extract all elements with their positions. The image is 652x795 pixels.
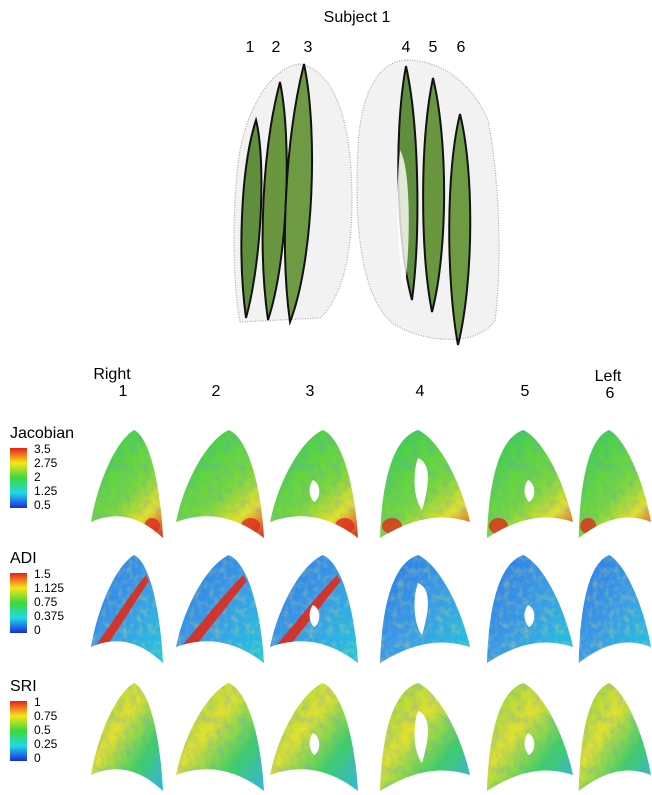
colorbar-tick-label: 0.75	[34, 595, 58, 609]
lung-map	[380, 555, 470, 663]
colorbar-tick-label: 0.375	[34, 609, 64, 623]
lung-map	[270, 555, 358, 663]
side-label: Right	[93, 366, 131, 383]
colorbar-tick-label: 2	[34, 470, 41, 484]
colorbar	[10, 573, 27, 633]
colorbar	[10, 701, 27, 761]
slice-label: 3	[304, 39, 313, 56]
lung-map	[486, 430, 573, 538]
side-label: Left	[595, 368, 622, 385]
lung-map	[270, 683, 358, 791]
lung-map	[578, 555, 651, 663]
column-label: 6	[606, 385, 615, 402]
colorbar-tick-label: 0	[34, 751, 41, 765]
row-label: SRI	[10, 678, 37, 695]
lung-map	[176, 555, 264, 663]
lung-render	[233, 59, 500, 346]
colorbar-tick-label: 0.75	[34, 709, 58, 723]
column-label: 1	[119, 383, 128, 400]
column-label: 5	[521, 383, 530, 400]
lung-map	[578, 683, 651, 791]
lung-map	[380, 430, 470, 538]
slice-label: 4	[402, 39, 411, 56]
lung-map	[578, 430, 651, 538]
lung-map	[176, 430, 264, 538]
colorbar-tick-label: 3.5	[34, 442, 51, 456]
colorbar-tick-label: 0	[34, 623, 41, 637]
slice-label: 5	[429, 39, 438, 56]
colorbar	[10, 448, 27, 508]
lung-map	[91, 555, 163, 663]
slice-label: 1	[246, 39, 255, 56]
lung-map	[91, 430, 163, 538]
colorbar-tick-label: 1	[34, 695, 41, 709]
figure-title: Subject 1	[324, 9, 391, 26]
lung-map	[486, 683, 573, 791]
colorbar-tick-label: 1.25	[34, 484, 58, 498]
row-label: ADI	[10, 550, 37, 567]
colorbar-tick-label: 1.5	[34, 567, 51, 581]
slice-label: 6	[457, 39, 466, 56]
lung-map	[91, 683, 163, 791]
lung-map	[176, 683, 264, 791]
colorbar-tick-label: 0.25	[34, 737, 58, 751]
colorbar-tick-label: 0.5	[34, 723, 51, 737]
column-label: 2	[212, 383, 221, 400]
column-label: 4	[416, 383, 425, 400]
lung-map	[380, 683, 470, 791]
row-label: Jacobian	[10, 425, 74, 442]
lung-map	[270, 430, 358, 538]
colorbar-tick-label: 0.5	[34, 498, 51, 512]
colorbar-tick-label: 2.75	[34, 456, 58, 470]
lung-map	[486, 555, 573, 663]
column-label: 3	[306, 383, 315, 400]
colorbar-tick-label: 1.125	[34, 581, 64, 595]
slice-label: 2	[272, 39, 281, 56]
